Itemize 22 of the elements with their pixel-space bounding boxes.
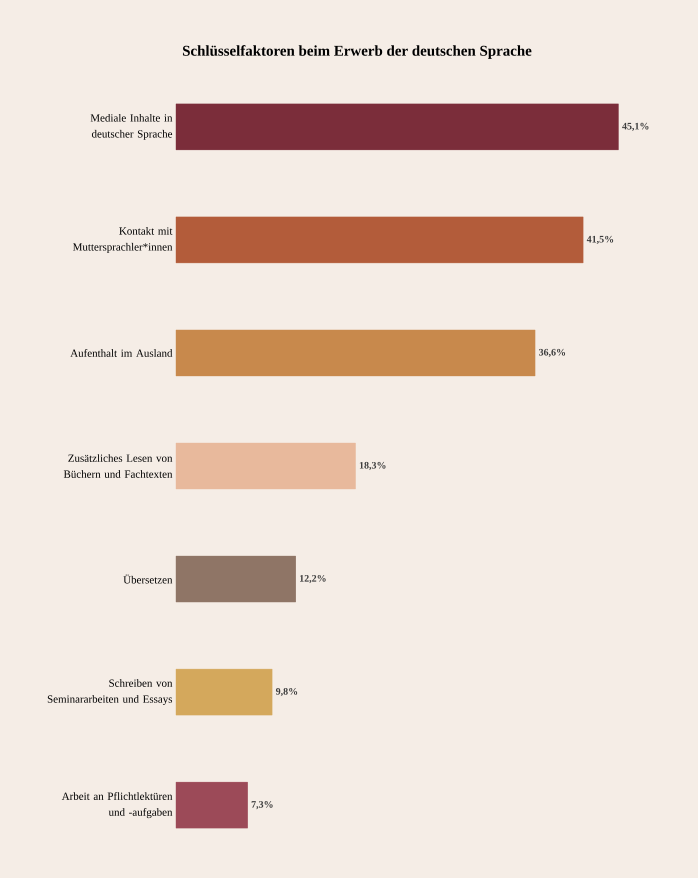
data-label: 45,1% (622, 122, 648, 131)
bar (176, 556, 296, 602)
data-label: 18,3% (360, 462, 386, 470)
y-tick-label: Arbeit an Pflichtlektüren und -aufgaben (62, 792, 172, 818)
bar (176, 782, 248, 828)
bar (176, 104, 619, 150)
data-label: 41,5% (586, 236, 614, 244)
bar (176, 668, 272, 716)
data-label: 12,2% (300, 574, 326, 584)
data-label: 9,8% (276, 688, 298, 696)
y-tick-label: Übersetzen (123, 574, 172, 584)
y-tick-label: Zusätzliches Lesen von Büchern und Fachtexten (64, 454, 172, 478)
bar (176, 216, 584, 264)
bar (176, 330, 536, 376)
y-tick-label: Mediale Inhalte in deutscher Sprache (90, 114, 172, 140)
y-tick-label: Aufenthalt im Ausland (70, 349, 172, 357)
data-label: 7,3% (252, 801, 273, 810)
chart-title: Schlüsselfaktoren beim Erwerb der deutschen Sprache (182, 45, 532, 59)
bar (176, 442, 356, 490)
y-tick-label: Schreiben von Seminararbeiten und Essays (48, 679, 172, 706)
data-label: 36,6% (538, 348, 566, 358)
y-tick-label: Kontakt mit Muttersprachler*innen (72, 226, 172, 253)
